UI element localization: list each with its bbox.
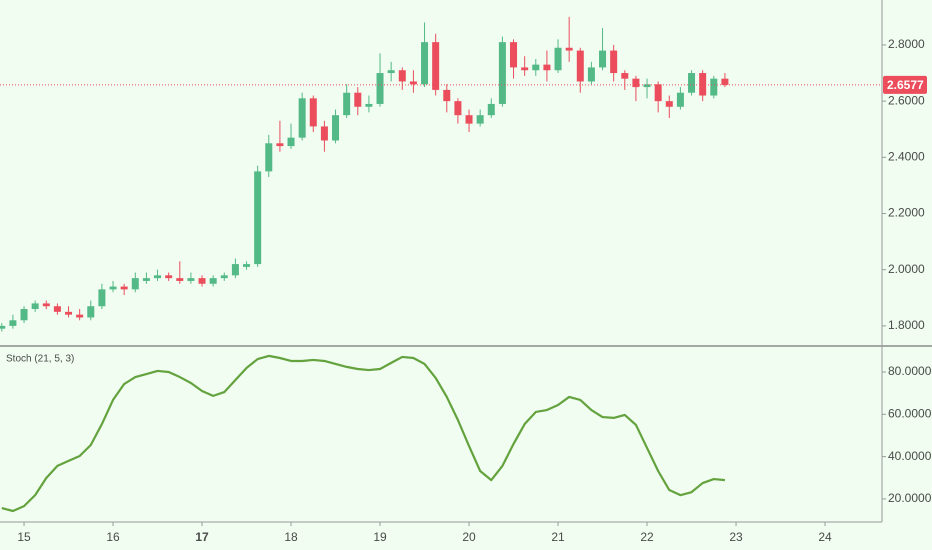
stoch-line bbox=[1, 354, 726, 513]
candle-body bbox=[365, 103, 373, 107]
candle-body bbox=[320, 126, 328, 141]
candle-body bbox=[87, 306, 95, 318]
candle-body bbox=[565, 47, 573, 51]
candle-body bbox=[9, 320, 17, 326]
x-tick-label: 20 bbox=[462, 530, 476, 544]
x-tick-label: 16 bbox=[106, 530, 120, 544]
candle-body bbox=[476, 115, 484, 124]
candle-body bbox=[120, 286, 128, 290]
candle-body bbox=[543, 64, 551, 71]
candle-body bbox=[65, 311, 73, 315]
candle-body bbox=[699, 73, 707, 96]
candle-body bbox=[610, 50, 618, 74]
candle-body bbox=[665, 101, 673, 107]
candle-body bbox=[309, 98, 317, 127]
x-tick-label: 15 bbox=[17, 530, 31, 544]
candle-body bbox=[276, 143, 284, 147]
x-tick-label: 19 bbox=[373, 530, 387, 544]
candle-body bbox=[443, 89, 451, 102]
y-tick-label: 80.0000 bbox=[888, 364, 932, 378]
candle-body bbox=[343, 92, 351, 116]
y-tick-label: 2.8000 bbox=[888, 37, 925, 51]
y-tick-label: 20.0000 bbox=[888, 491, 932, 505]
candle-body bbox=[521, 67, 529, 71]
candle-body bbox=[109, 286, 117, 290]
x-tick-label: 21 bbox=[551, 530, 565, 544]
candle-body bbox=[688, 73, 696, 93]
candle-body bbox=[676, 92, 684, 107]
candle-body bbox=[254, 171, 262, 265]
candle-body bbox=[165, 275, 173, 279]
x-tick-label: 18 bbox=[284, 530, 298, 544]
candle-body bbox=[643, 84, 651, 88]
candle-body bbox=[454, 101, 462, 116]
candle-body bbox=[332, 115, 340, 141]
candle-body bbox=[576, 50, 584, 82]
candle-body bbox=[142, 278, 150, 281]
candle-body bbox=[98, 289, 106, 307]
candle-body bbox=[587, 67, 595, 82]
candle-body bbox=[387, 70, 395, 74]
candle-body bbox=[354, 92, 362, 107]
candle-body bbox=[42, 303, 50, 307]
y-tick-label: 2.0000 bbox=[888, 262, 925, 276]
y-tick-label: 2.6000 bbox=[888, 93, 925, 107]
candle-body bbox=[31, 303, 39, 310]
candle-body bbox=[376, 73, 384, 104]
candle-body bbox=[231, 264, 239, 276]
candle-body bbox=[20, 309, 28, 321]
candle-body bbox=[131, 278, 139, 290]
candle-body bbox=[53, 306, 61, 312]
indicator-title: Stoch (21, 5, 3) bbox=[6, 354, 74, 365]
candle-body bbox=[198, 278, 206, 284]
candle-body bbox=[487, 103, 495, 116]
candle-body bbox=[265, 143, 273, 172]
candle-body bbox=[632, 78, 640, 88]
last-price-label: 2.6577 bbox=[887, 78, 924, 92]
candle-body bbox=[76, 314, 84, 318]
candle-body bbox=[554, 47, 562, 71]
y-tick-label: 2.2000 bbox=[888, 206, 925, 220]
candle-body bbox=[621, 73, 629, 79]
candle-body bbox=[510, 42, 518, 68]
candle-body bbox=[599, 50, 607, 68]
x-tick-label: 17 bbox=[195, 530, 209, 544]
x-tick-label: 23 bbox=[729, 530, 743, 544]
last-price-box bbox=[883, 75, 927, 94]
candle-body bbox=[721, 78, 729, 85]
candle-body bbox=[209, 278, 217, 284]
candle-body bbox=[298, 98, 306, 138]
y-tick-label: 60.0000 bbox=[888, 406, 932, 420]
candle-body bbox=[498, 42, 506, 104]
candle-body bbox=[432, 42, 440, 90]
candle-body bbox=[187, 278, 195, 281]
candle-body bbox=[287, 137, 295, 147]
candle-body bbox=[0, 325, 6, 329]
y-tick-label: 40.0000 bbox=[888, 449, 932, 463]
y-tick-label: 2.4000 bbox=[888, 150, 925, 164]
y-tick-label: 1.8000 bbox=[888, 318, 925, 332]
candle-body bbox=[532, 64, 540, 71]
candle-body bbox=[220, 275, 228, 279]
candle-body bbox=[710, 78, 718, 96]
candle-body bbox=[409, 81, 417, 85]
candle-body bbox=[243, 264, 251, 267]
candle-body bbox=[465, 115, 473, 124]
candle-body bbox=[398, 70, 406, 82]
candle-body bbox=[176, 278, 184, 281]
candle-body bbox=[154, 275, 162, 279]
x-tick-label: 22 bbox=[640, 530, 654, 544]
candle-body bbox=[654, 84, 662, 102]
candle-body bbox=[421, 42, 429, 85]
x-tick-label: 24 bbox=[818, 530, 832, 544]
